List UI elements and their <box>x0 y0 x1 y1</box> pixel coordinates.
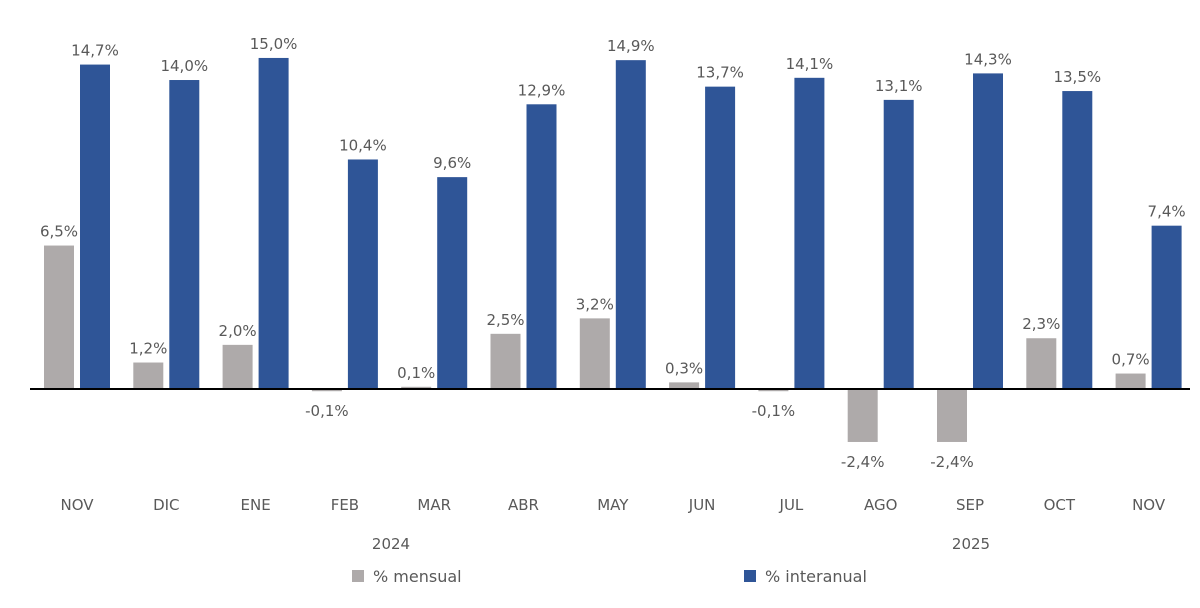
bar-interanual <box>794 77 825 390</box>
data-label-interanual: 14,1% <box>786 55 834 73</box>
data-label-mensual: -0,1% <box>305 402 349 420</box>
data-label-interanual: 13,1% <box>875 77 923 95</box>
bar-interanual <box>615 60 646 389</box>
x-tick-label: DIC <box>153 496 179 514</box>
data-label-interanual: 14,7% <box>71 42 119 60</box>
bar-mensual <box>401 386 432 389</box>
x-tick-label: OCT <box>1044 496 1076 514</box>
x-tick-label: FEB <box>331 496 359 514</box>
x-tick-label: MAR <box>417 496 451 514</box>
bar-mensual <box>44 245 74 389</box>
bar-mensual <box>490 333 521 389</box>
data-label-mensual: 2,3% <box>1022 315 1060 333</box>
bar-interanual <box>883 99 914 390</box>
bar-interanual <box>526 104 557 389</box>
bar-interanual <box>347 159 378 389</box>
bar-interanual <box>437 177 468 389</box>
x-tick-label: NOV <box>60 496 94 514</box>
bar-interanual <box>973 73 1003 390</box>
x-tick-label: JUN <box>688 496 716 514</box>
data-label-interanual: 14,0% <box>160 57 208 75</box>
data-label-interanual: 14,3% <box>964 50 1012 68</box>
year-label: 2024 <box>372 535 410 553</box>
legend-swatch <box>352 570 364 582</box>
data-label-mensual: 3,2% <box>576 295 614 313</box>
data-label-interanual: 12,9% <box>518 81 566 99</box>
bar-interanual <box>80 64 110 390</box>
data-label-interanual: 13,7% <box>696 64 744 82</box>
year-label: 2025 <box>952 535 990 553</box>
bar-mensual <box>847 389 878 442</box>
bar-mensual <box>1115 373 1146 389</box>
data-label-mensual: 2,0% <box>219 322 257 340</box>
x-tick-label: SEP <box>956 496 984 514</box>
bar-interanual <box>705 86 736 390</box>
data-label-mensual: 1,2% <box>129 340 167 358</box>
x-tick-label: JUL <box>779 496 804 514</box>
bar-mensual <box>937 389 967 442</box>
data-label-interanual: 14,9% <box>607 37 655 55</box>
data-label-interanual: 9,6% <box>433 154 471 172</box>
x-tick-label: ENE <box>241 496 271 514</box>
x-tick-label: ABR <box>508 496 539 514</box>
bar-mensual <box>133 362 164 389</box>
data-label-mensual: 2,5% <box>486 311 524 329</box>
data-label-mensual: 0,3% <box>665 359 703 377</box>
x-tick-label: MAY <box>597 496 629 514</box>
data-label-mensual: 0,1% <box>397 364 435 382</box>
data-label-mensual: -2,4% <box>930 453 974 471</box>
bar-mensual <box>669 382 700 389</box>
legend-label: % interanual <box>765 567 867 586</box>
bar-mensual <box>758 389 789 392</box>
legend-label: % mensual <box>373 567 462 586</box>
data-label-interanual: 15,0% <box>250 35 298 53</box>
data-label-mensual: 6,5% <box>40 223 78 241</box>
data-label-interanual: 13,5% <box>1053 68 1101 86</box>
data-label-interanual: 7,4% <box>1148 203 1186 221</box>
bar-mensual <box>1026 338 1057 389</box>
bar-mensual <box>579 318 610 389</box>
x-tick-label: NOV <box>1132 496 1166 514</box>
bar-mensual <box>311 389 342 392</box>
data-label-mensual: -2,4% <box>841 453 885 471</box>
bar-interanual <box>258 57 289 389</box>
legend-swatch <box>744 570 756 582</box>
data-label-mensual: 0,7% <box>1112 351 1150 369</box>
bar-mensual <box>222 344 253 389</box>
bar-interanual <box>1151 225 1182 389</box>
bar-interanual <box>169 80 200 390</box>
x-tick-label: AGO <box>864 496 897 514</box>
bar-interanual <box>1062 91 1093 390</box>
data-label-mensual: -0,1% <box>752 402 796 420</box>
data-label-interanual: 10,4% <box>339 136 387 154</box>
